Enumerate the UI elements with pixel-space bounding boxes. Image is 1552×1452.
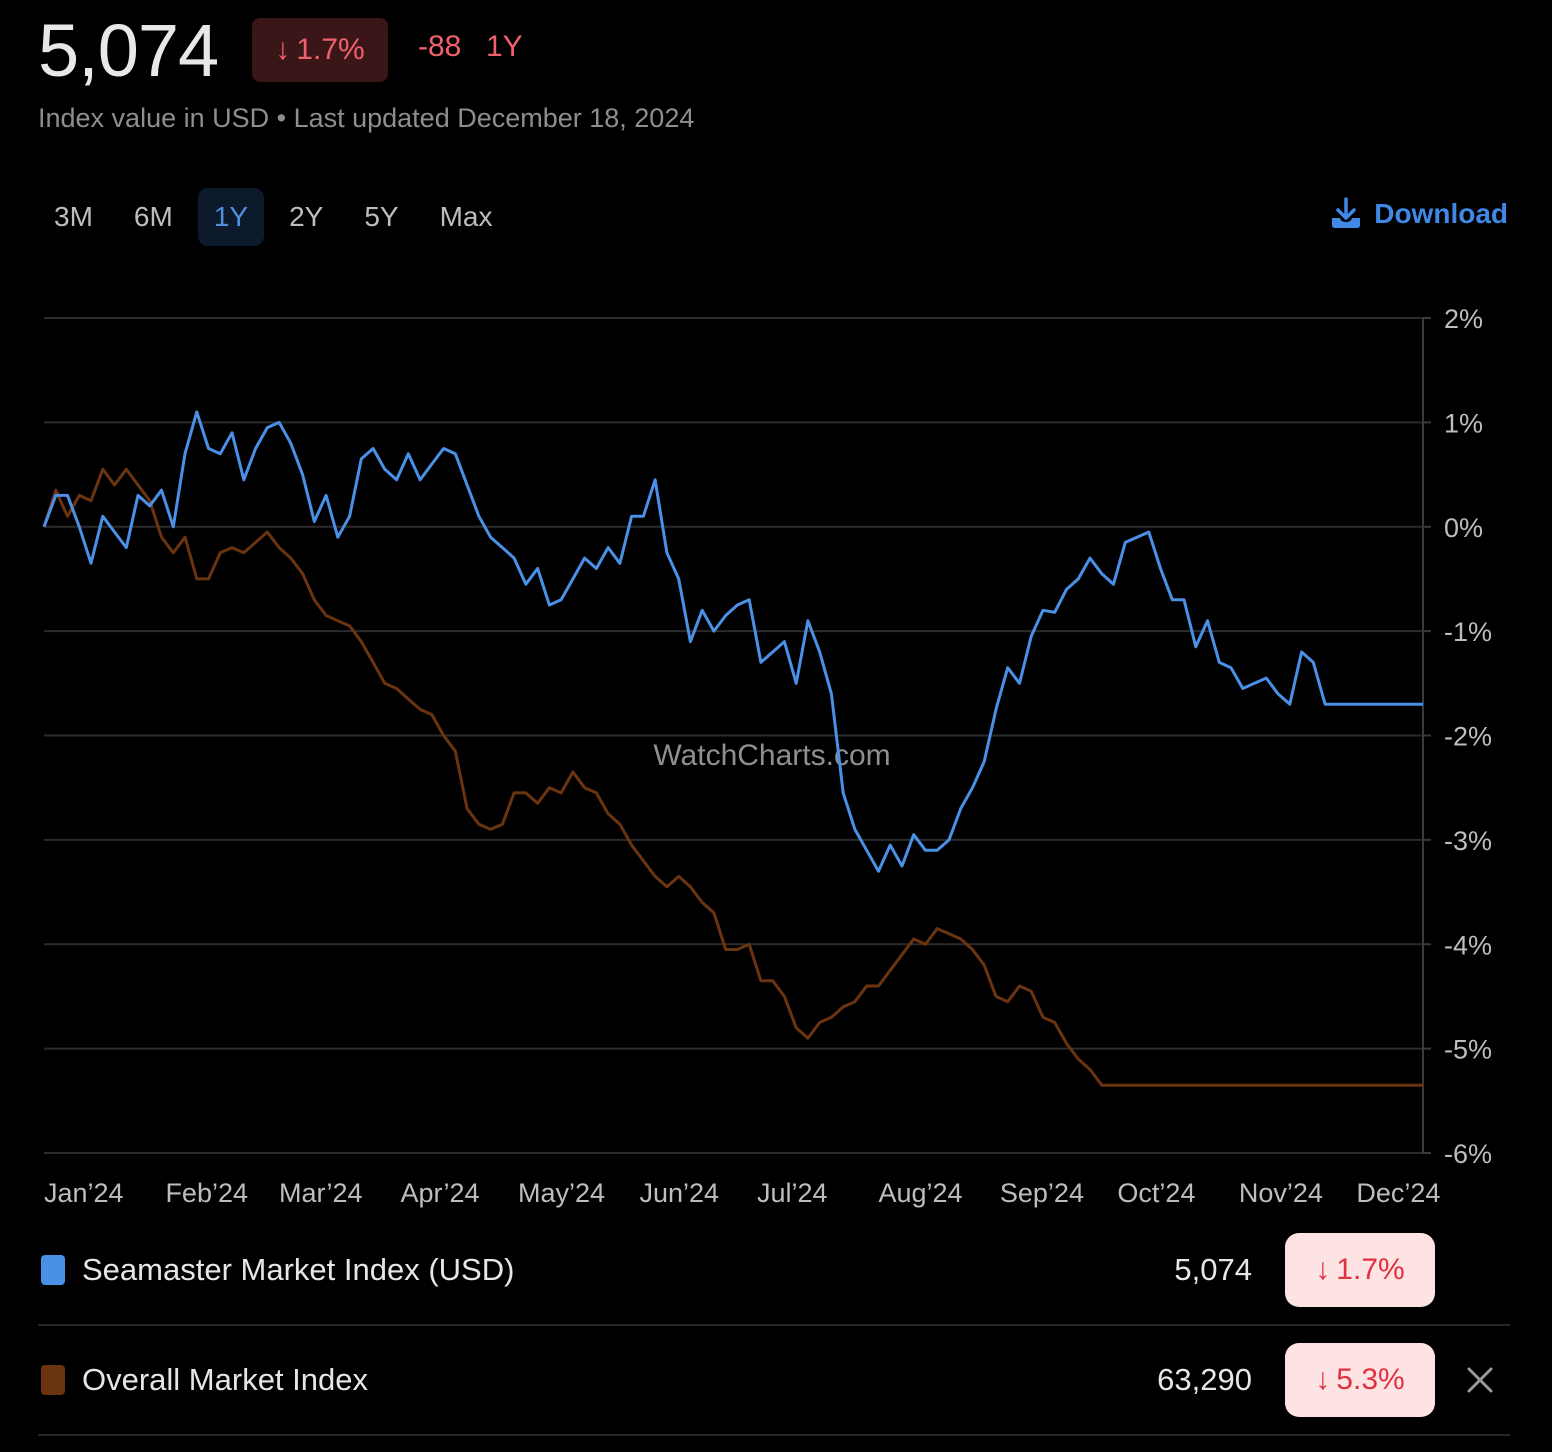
chart-series: [42, 410, 1423, 1087]
arrow-down-icon: ↓: [1315, 1363, 1331, 1396]
tab-6m[interactable]: 6M: [133, 201, 173, 232]
legend-swatch: [41, 1365, 65, 1395]
range-tabs: 3M 6M 1Y 2Y 5Y Max: [38, 188, 517, 248]
legend-name: Seamaster Market Index (USD): [82, 1252, 515, 1287]
chart-grid: [44, 317, 1431, 1154]
x-tick-label: Jun’24: [639, 1178, 719, 1208]
legend-swatch: [41, 1255, 65, 1285]
tab-2y[interactable]: 2Y: [289, 201, 324, 232]
x-tick-label: Mar’24: [279, 1178, 363, 1208]
index-value: 5,074: [38, 9, 219, 92]
y-tick-label: -5%: [1444, 1035, 1492, 1065]
x-tick-label: Jan’24: [44, 1178, 124, 1208]
y-tick-label: 1%: [1444, 408, 1483, 438]
legend-change: 5.3%: [1336, 1363, 1405, 1396]
x-tick-label: Dec’24: [1356, 1178, 1440, 1208]
download-label: Download: [1374, 198, 1508, 229]
legend-change-badge: ↓ 1.7%: [1285, 1233, 1435, 1307]
index-subtitle: Index value in USD • Last updated Decemb…: [38, 103, 695, 133]
arrow-down-icon: ↓: [275, 33, 291, 66]
series-line-overall: [42, 467, 1423, 1087]
line-chart: 2% 1% 0% -1% -2% -3% -4% -5% -6% Jan’24 Feb’24 Mar…: [42, 304, 1492, 1208]
series-line-seamaster: [42, 410, 1423, 873]
legend-divider: [38, 1324, 1510, 1326]
y-tick-label: -3%: [1444, 826, 1492, 856]
y-axis-ticks: 2% 1% 0% -1% -2% -3% -4% -5% -6%: [1444, 304, 1492, 1169]
change-percent: 1.7%: [296, 33, 365, 66]
close-icon[interactable]: [1464, 1364, 1496, 1396]
legend-divider: [38, 1434, 1510, 1436]
x-axis-ticks: Jan’24 Feb’24 Mar’24 Apr’24 May’24 Jun’24 Jul’…: [44, 1178, 1440, 1208]
change-badge: ↓ 1.7%: [252, 18, 388, 82]
y-tick-label: -6%: [1444, 1139, 1492, 1169]
arrow-down-icon: ↓: [1315, 1253, 1331, 1286]
y-tick-label: -2%: [1444, 722, 1492, 752]
y-tick-label: -4%: [1444, 930, 1492, 960]
x-tick-label: Aug’24: [878, 1178, 962, 1208]
download-button[interactable]: Download: [1328, 196, 1508, 232]
tab-5y[interactable]: 5Y: [364, 201, 399, 232]
x-tick-label: Apr’24: [401, 1178, 480, 1208]
legend-change: 1.7%: [1336, 1253, 1405, 1286]
legend-change-badge: ↓ 5.3%: [1285, 1343, 1435, 1417]
legend-row-seamaster[interactable]: Seamaster Market Index (USD) 5,074 ↓ 1.7…: [38, 1220, 1510, 1320]
tab-3m[interactable]: 3M: [54, 201, 93, 232]
x-tick-label: Feb’24: [165, 1178, 248, 1208]
change-absolute: -88: [418, 30, 462, 63]
y-tick-label: 0%: [1444, 513, 1483, 543]
legend-value: 63,290: [1157, 1362, 1252, 1397]
x-tick-label: Sep’24: [1000, 1178, 1084, 1208]
y-tick-label: -1%: [1444, 617, 1492, 647]
change-period: 1Y: [486, 30, 523, 63]
x-tick-label: May’24: [518, 1178, 605, 1208]
legend-row-overall[interactable]: Overall Market Index 63,290 ↓ 5.3%: [38, 1330, 1510, 1430]
y-tick-label: 2%: [1444, 304, 1483, 334]
legend-value: 5,074: [1174, 1252, 1252, 1287]
x-tick-label: Jul’24: [757, 1178, 828, 1208]
x-tick-label: Nov’24: [1239, 1178, 1323, 1208]
watermark: WatchCharts.com: [653, 739, 890, 772]
tab-max[interactable]: Max: [439, 201, 493, 232]
x-tick-label: Oct’24: [1117, 1178, 1195, 1208]
download-icon: [1332, 197, 1361, 228]
tab-1y[interactable]: 1Y: [197, 188, 265, 246]
legend-name: Overall Market Index: [82, 1362, 368, 1397]
